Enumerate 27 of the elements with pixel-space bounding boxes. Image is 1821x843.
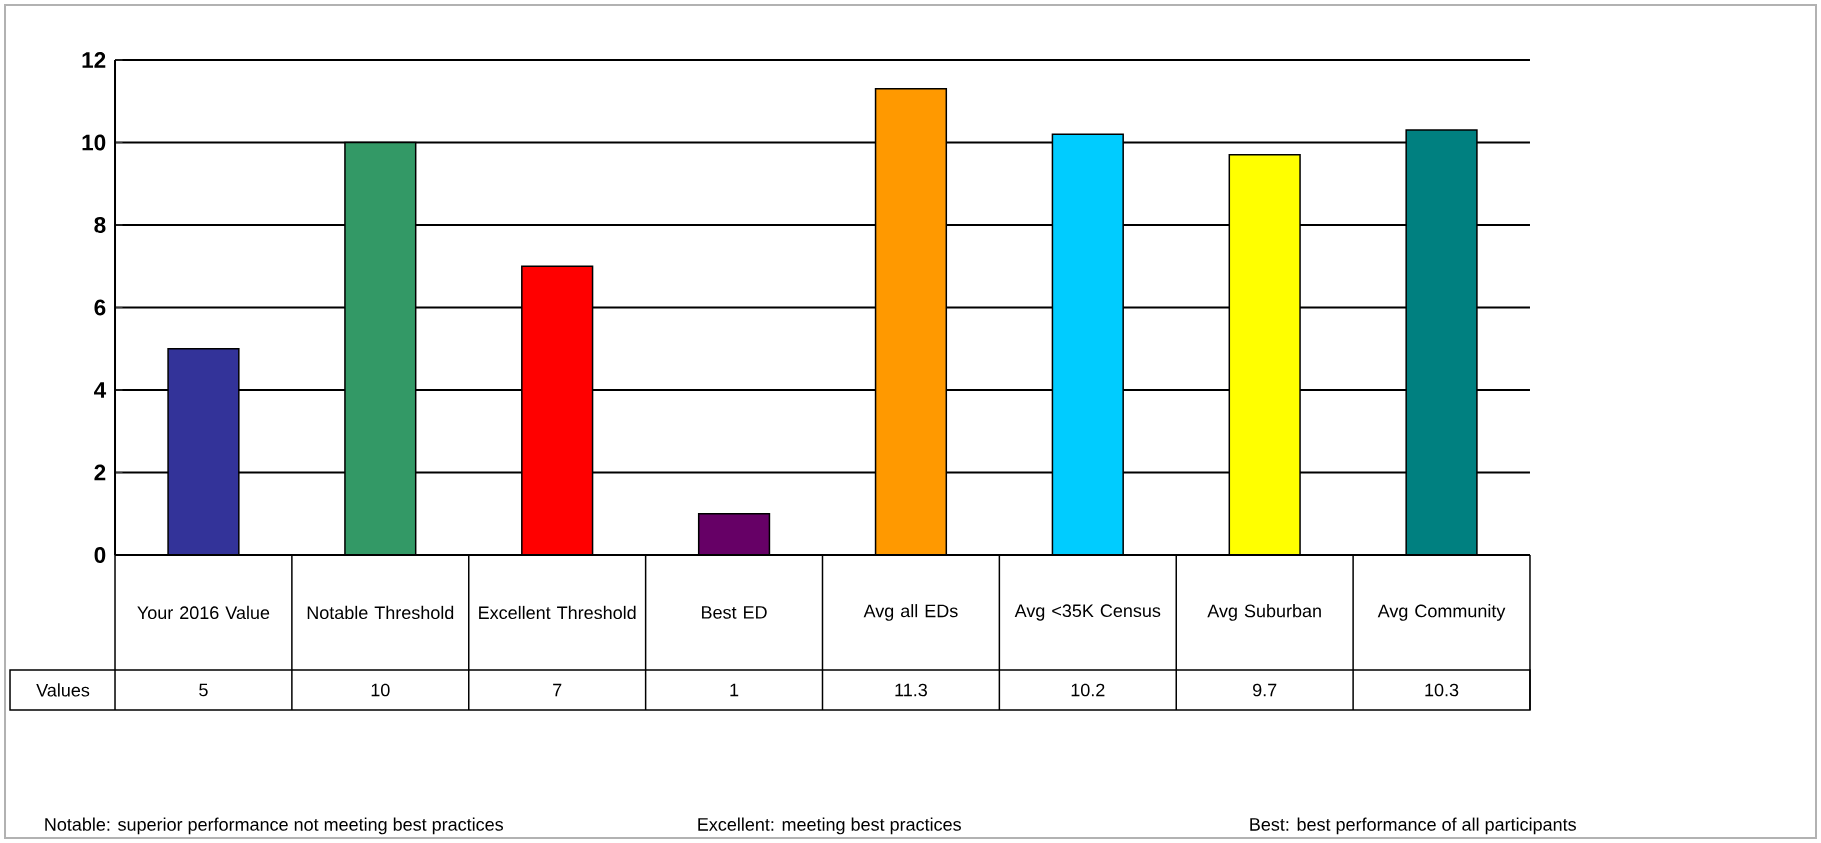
data-label: 10.3 xyxy=(1425,683,1459,697)
x-tick-label: Avg Community xyxy=(1377,604,1506,621)
x-tick-label: Avg Suburban xyxy=(1207,604,1321,621)
data-label: 10.2 xyxy=(1071,683,1105,697)
text: Best: best performance of all participants xyxy=(1250,817,1576,835)
text: Notable: superior performance not meeting best practices xyxy=(45,817,504,835)
y-tick-label: 6 xyxy=(94,299,106,316)
data-label: 11.3 xyxy=(895,683,927,697)
x-tick-label: Avg <35K Census xyxy=(1014,604,1161,621)
text: Excellent: meeting best practices xyxy=(698,817,961,835)
data-label: 1 xyxy=(730,683,739,697)
data-label: 9.7 xyxy=(1253,683,1277,697)
y-tick-label: 10 xyxy=(82,134,106,151)
y-tick-label: 12 xyxy=(82,52,106,68)
data-label: 7 xyxy=(553,683,562,697)
y-tick-label: 0 xyxy=(94,547,106,563)
y-tick-label: 2 xyxy=(94,464,106,481)
y-tick-label: 4 xyxy=(94,382,107,398)
x-tick-label: Excellent Threshold xyxy=(479,605,636,620)
data-label: 10 xyxy=(371,683,390,697)
text: Values xyxy=(36,683,90,697)
x-tick-label: Your 2016 Value xyxy=(137,605,270,620)
y-tick-label: 8 xyxy=(94,217,106,233)
data-label: 5 xyxy=(199,683,208,697)
x-tick-label: Avg all EDs xyxy=(863,604,958,621)
x-tick-label: Notable Threshold xyxy=(307,605,454,620)
x-tick-label: Best ED xyxy=(702,606,767,619)
